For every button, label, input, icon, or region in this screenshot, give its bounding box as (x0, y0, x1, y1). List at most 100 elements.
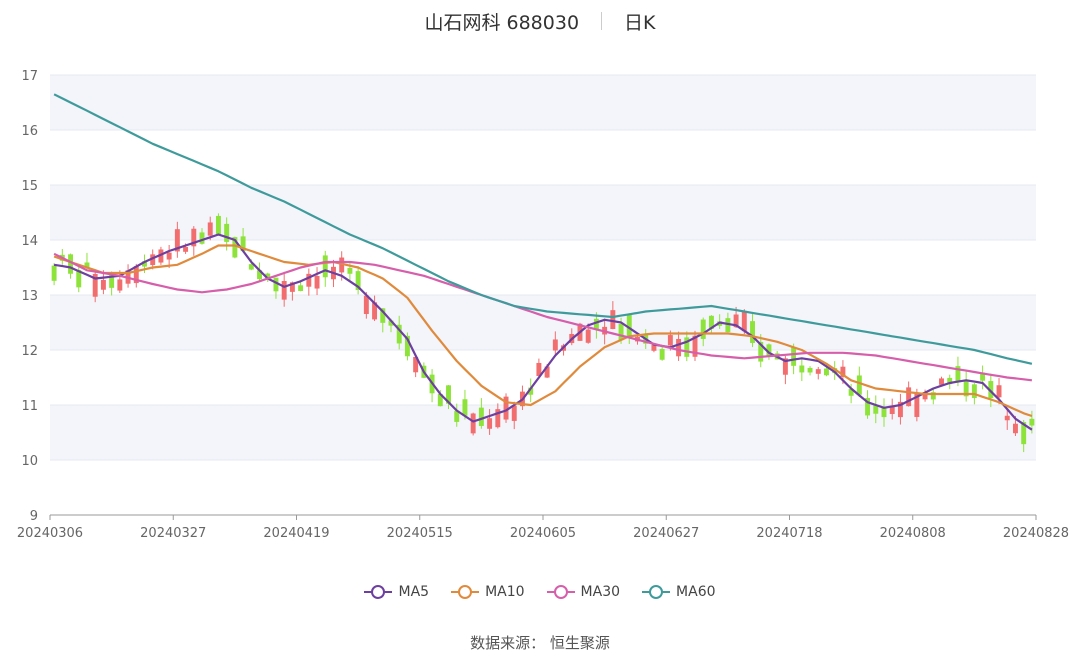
candle (963, 370, 969, 402)
candle (478, 398, 484, 429)
candle (1004, 409, 1010, 430)
candle (980, 365, 986, 390)
ma-line-ma30 (53, 252, 1033, 382)
x-tick-label: 20240306 (17, 526, 83, 541)
candle (807, 366, 813, 376)
x-tick-label: 20240419 (263, 526, 329, 541)
y-tick-label: 15 (21, 179, 38, 194)
candle (446, 385, 451, 410)
y-tick-label: 16 (21, 124, 38, 139)
candle (495, 403, 501, 429)
y-tick-label: 13 (21, 289, 38, 304)
candle (68, 253, 74, 279)
candle (306, 268, 312, 296)
x-tick-label: 20240605 (510, 526, 576, 541)
candle (610, 301, 616, 330)
candle (314, 267, 320, 296)
candle (708, 315, 714, 333)
title-stock: 山石网科 688030 (424, 11, 580, 34)
candle (676, 331, 682, 361)
x-tick-label: 20240327 (140, 526, 206, 541)
legend-label-ma10: MA10 (485, 584, 525, 600)
x-tick-label: 20240808 (880, 526, 946, 541)
candle (372, 295, 378, 322)
candle (511, 401, 517, 430)
ma-line-ma60 (53, 93, 1033, 365)
chart-title: 山石网科 688030 日K (0, 6, 1080, 36)
candle (100, 270, 106, 295)
candle (914, 388, 920, 422)
title-separator (601, 12, 603, 30)
x-tick-label: 20240718 (756, 526, 822, 541)
candle (552, 331, 558, 357)
title-period: 日K (624, 11, 656, 34)
x-tick-label: 20240828 (1003, 526, 1069, 541)
x-tick-label: 20240515 (387, 526, 453, 541)
x-axis-ticks: 20240306 20240327 20240419 20240515 20240605… (17, 515, 1069, 541)
candle (470, 412, 476, 436)
y-tick-label: 9 (30, 509, 38, 524)
candle (166, 244, 172, 269)
candle (355, 266, 361, 295)
candle (700, 317, 706, 347)
candle (487, 409, 493, 435)
plot-bands (50, 75, 1036, 460)
candle (815, 366, 821, 380)
y-tick-label: 14 (21, 234, 38, 249)
candle (215, 213, 221, 236)
candle (125, 264, 131, 288)
candle (873, 395, 879, 424)
data-source: 数据来源： 恒生聚源 (470, 634, 610, 652)
y-axis-ticks: 9 10 11 12 13 14 15 16 17 (21, 69, 38, 524)
y-tick-label: 17 (21, 69, 38, 84)
candle (889, 398, 895, 420)
candle (865, 390, 871, 419)
candlestick-chart: 9 10 11 12 13 14 15 16 17 20240306 20240327 202404… (17, 69, 1069, 541)
candle (174, 221, 180, 258)
legend-marker-ma30 (546, 585, 575, 599)
candle (897, 393, 903, 425)
candle (462, 389, 468, 420)
candle (692, 330, 698, 361)
candle (684, 331, 690, 362)
legend-item-ma5[interactable]: MA5 (364, 584, 429, 600)
legend-item-ma30[interactable]: MA30 (546, 584, 621, 600)
legend-item-ma60[interactable]: MA60 (642, 584, 716, 600)
candle (881, 398, 887, 427)
legend: MA5 MA10 MA30 MA60 (0, 584, 1080, 600)
candle (396, 315, 402, 350)
y-tick-label: 10 (21, 454, 38, 469)
candle (92, 269, 98, 303)
candle (76, 264, 82, 293)
candle (298, 282, 304, 292)
legend-label-ma60: MA60 (676, 584, 716, 600)
candle (930, 389, 936, 405)
candle (281, 271, 287, 307)
candle (659, 345, 665, 361)
candle (503, 393, 509, 423)
candle (725, 312, 731, 333)
candle (906, 381, 912, 407)
candle (750, 312, 755, 348)
candle (191, 226, 197, 256)
legend-label-ma5: MA5 (398, 584, 430, 600)
candle (199, 228, 205, 245)
ma-line-ma10 (53, 244, 1033, 418)
y-tick-label: 12 (21, 344, 38, 359)
legend-item-ma10[interactable]: MA10 (451, 584, 525, 600)
ma-line-ma5 (53, 233, 1033, 431)
candle (939, 376, 944, 386)
moving-average-lines (53, 93, 1033, 431)
candle (413, 355, 419, 378)
x-tick-label: 20240627 (633, 526, 699, 541)
candle (404, 332, 410, 361)
legend-marker-ma60 (642, 585, 671, 599)
candle (322, 250, 328, 287)
candle (51, 263, 57, 286)
candle (856, 366, 862, 397)
candle (454, 403, 460, 427)
legend-label-ma30: MA30 (580, 584, 621, 600)
legend-marker-ma5 (364, 585, 393, 599)
legend-marker-ma10 (451, 585, 480, 599)
candle (758, 334, 764, 368)
